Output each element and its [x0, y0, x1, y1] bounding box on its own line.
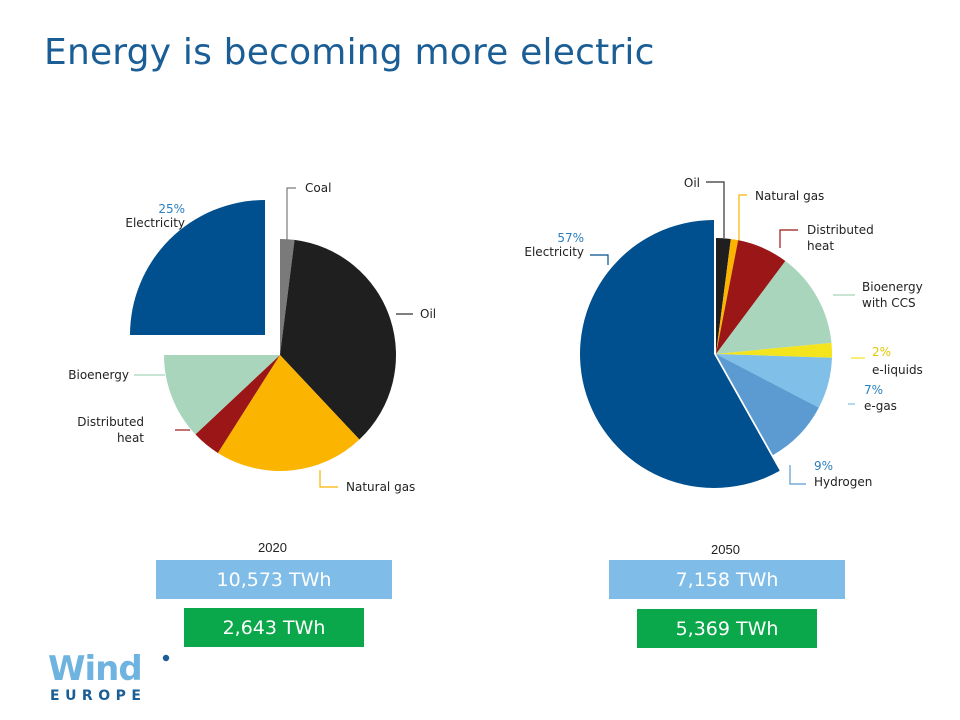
slice-bioenergy-2020 — [164, 355, 280, 435]
leader-natural-gas-2050 — [738, 194, 747, 240]
total-energy-2020: 10,573 TWh — [156, 560, 392, 599]
leader-natural-gas-2020 — [319, 470, 338, 488]
label-electricity-2020: Electricity — [125, 216, 185, 230]
label-distributed-heat-2050: Distributed heat — [807, 223, 874, 253]
pct-electricity-2020: 25% — [158, 202, 185, 216]
slice-electricity-2020 — [130, 200, 265, 335]
electricity-2020: 2,643 TWh — [184, 608, 364, 647]
leader-coal-2020 — [286, 187, 296, 240]
slice-coal-2020 — [280, 238, 295, 355]
year-2050-label: 2050 — [711, 542, 740, 557]
svg-text:Wind: Wind — [48, 650, 142, 689]
year-2020-label: 2020 — [258, 540, 287, 555]
label-coal-2020: Coal — [305, 181, 331, 195]
pie-2020: Coal Oil Natural gas Distributed heat Bioener… — [68, 181, 436, 494]
label-natural-gas-2050: Natural gas — [755, 189, 824, 203]
slice-e-gas-2050 — [716, 354, 832, 408]
label-e-liquids-2050: e-liquids — [872, 363, 923, 377]
slice-natural-gas-2020 — [217, 355, 360, 472]
label-oil-2050: Oil — [684, 176, 700, 190]
label-distributed-heat-2020: Distributed heat — [77, 415, 144, 445]
label-hydrogen-2050: Hydrogen — [814, 475, 872, 489]
slice-distributed-heat-2020 — [195, 355, 280, 453]
label-electricity-2050: Electricity — [524, 245, 584, 259]
slice-electricity-2050 — [580, 220, 780, 489]
windeurope-logo: Wind EUROPE — [48, 650, 170, 704]
slice-oil-2020 — [280, 239, 397, 440]
slice-bioenergy-with-ccs-2050 — [716, 261, 832, 354]
pct-e-gas-2050: 7% — [864, 383, 883, 397]
leader-distributed-heat-2050 — [779, 229, 798, 248]
label-oil-2020: Oil — [420, 307, 436, 321]
label-natural-gas-2020: Natural gas — [346, 480, 415, 494]
slice-natural-gas-2050 — [716, 238, 739, 354]
slice-distributed-heat-2050 — [716, 240, 786, 354]
slice-e-liquids-2050 — [716, 342, 832, 358]
leader-hydrogen-2050 — [789, 465, 806, 485]
label-bioenergy-with-ccs-2050: Bioenergy with CCS — [862, 280, 923, 310]
slice-oil-2050 — [716, 237, 731, 354]
leader-electricity-2020 — [192, 221, 213, 238]
pie-2050: Oil Natural gas Distributed heat Bioenergy wi… — [524, 176, 922, 489]
svg-text:EUROPE: EUROPE — [50, 688, 146, 704]
slice-hydrogen-2050 — [716, 354, 819, 456]
total-energy-2050: 7,158 TWh — [609, 560, 845, 599]
page-title: Energy is becoming more electric — [44, 32, 655, 73]
electricity-2050: 5,369 TWh — [637, 609, 817, 648]
pct-electricity-2050: 57% — [557, 231, 584, 245]
pct-hydrogen-2050: 9% — [814, 459, 833, 473]
label-bioenergy-2020: Bioenergy — [68, 368, 129, 382]
leader-oil-2050 — [706, 181, 725, 238]
label-e-gas-2050: e-gas — [864, 399, 897, 413]
leader-electricity-2050 — [590, 254, 609, 265]
pct-e-liquids-2050: 2% — [872, 345, 891, 359]
